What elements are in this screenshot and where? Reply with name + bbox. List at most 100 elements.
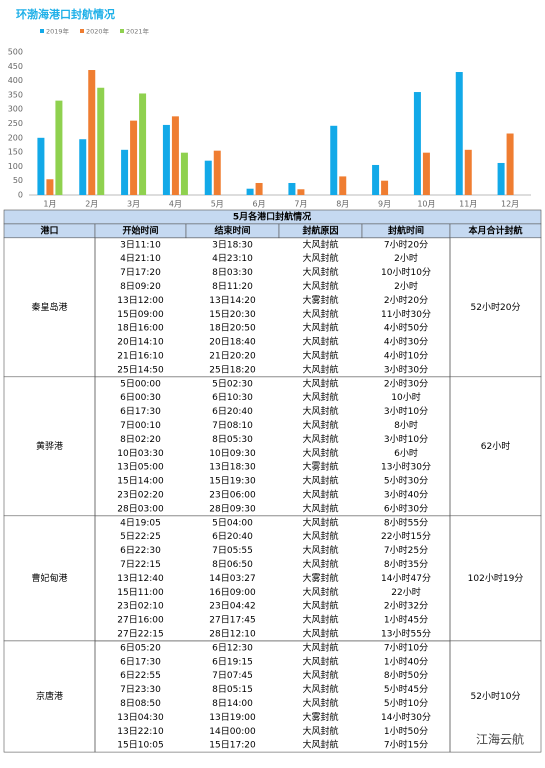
- table-cell: 13日22:10: [117, 726, 164, 737]
- table-cell: 28日12:10: [209, 628, 256, 639]
- y-tick-label: 150: [8, 148, 23, 157]
- table-cell: 4小时30分: [384, 336, 428, 348]
- table-cell: 大风封航: [302, 530, 338, 542]
- watermark: 江海云航: [476, 732, 524, 747]
- bar: [79, 139, 87, 195]
- table-cell: 23日02:20: [117, 489, 164, 500]
- bar: [372, 164, 380, 195]
- table-cell: 8小时35分: [384, 558, 428, 570]
- y-tick-label: 200: [8, 133, 23, 142]
- bar: [171, 116, 179, 195]
- chart-title: 环渤海港口封航情况: [16, 7, 115, 21]
- table-cell: 15日17:20: [209, 740, 256, 751]
- table-cell: 6日20:40: [212, 406, 253, 417]
- table-cell: 4小时10分: [384, 349, 428, 361]
- x-tick-label: 3月: [127, 200, 140, 209]
- table-cell: 8日02:20: [120, 434, 161, 445]
- bar: [97, 87, 105, 195]
- table-cell: 7日05:55: [212, 545, 253, 556]
- x-tick-label: 7月: [294, 200, 307, 209]
- table-cell: 大风封航: [302, 377, 338, 389]
- table-cell: 5小时30分: [384, 475, 428, 487]
- y-tick-label: 100: [8, 162, 23, 171]
- table-cell: 7小时25分: [384, 544, 428, 556]
- bar: [204, 160, 212, 195]
- table-cell: 大雾封航: [302, 711, 338, 723]
- port-cell: [3, 640, 96, 753]
- table-cell: 8日06:50: [212, 559, 253, 570]
- table-cell: 大风封航: [302, 238, 338, 250]
- port-name: 黄骅港: [36, 440, 63, 452]
- legend-swatch: [80, 29, 84, 33]
- table-cell: 20日18:40: [209, 337, 256, 348]
- table-cell: 1小时45分: [384, 614, 428, 626]
- table-cell: 大风封航: [302, 266, 338, 278]
- bar: [413, 92, 421, 195]
- table-cell: 大风封航: [302, 669, 338, 681]
- x-tick-label: 10月: [417, 200, 435, 209]
- y-tick-label: 400: [8, 76, 23, 85]
- table-cell: 23日02:10: [117, 601, 164, 612]
- table-cell: 13日19:00: [209, 712, 256, 723]
- table-cell: 22小时: [391, 586, 420, 598]
- bar: [37, 137, 45, 195]
- x-tick-label: 11月: [459, 200, 477, 209]
- table-cell: 大风封航: [302, 641, 338, 653]
- table-cell: 7日08:10: [212, 420, 253, 431]
- table-cell: 8日08:50: [120, 698, 161, 709]
- x-tick-label: 5月: [211, 200, 224, 209]
- port-cell: [3, 376, 96, 517]
- y-tick-label: 450: [8, 62, 23, 71]
- table-cell: 大风封航: [302, 280, 338, 292]
- table-cell: 6日22:30: [120, 545, 161, 556]
- table-cell: 28日03:00: [117, 503, 164, 514]
- x-tick-label: 9月: [378, 200, 391, 209]
- y-tick-label: 350: [8, 90, 23, 99]
- table-cell: 大风封航: [302, 627, 338, 639]
- table-cell: 18日20:50: [209, 323, 256, 334]
- table-cell: 8日14:00: [212, 698, 253, 709]
- port-total: 102小时19分: [468, 572, 524, 584]
- table-cell: 8小时55分: [384, 516, 428, 528]
- table-cell: 10小时10分: [381, 266, 431, 278]
- legend-swatch: [120, 29, 124, 33]
- legend-label: 2019年: [46, 27, 70, 36]
- y-tick-label: 500: [8, 48, 23, 57]
- table-cell: 10小时: [391, 391, 420, 403]
- bar: [455, 72, 463, 195]
- table-cell: 2小时32分: [384, 600, 428, 612]
- table-cell: 13日12:00: [117, 295, 164, 306]
- table-cell: 大雾封航: [302, 294, 338, 306]
- table-cell: 8小时: [394, 419, 418, 431]
- table-cell: 6日19:15: [212, 656, 253, 667]
- total-cell: [449, 640, 542, 753]
- port-name: 秦皇岛港: [31, 301, 67, 313]
- table-cell: 大风封航: [302, 419, 338, 431]
- table-cell: 21日20:20: [209, 350, 256, 361]
- table-cell: 大风封航: [302, 544, 338, 556]
- table-cell: 15日09:00: [117, 309, 164, 320]
- y-tick-label: 250: [8, 119, 23, 128]
- bar: [180, 152, 188, 195]
- table-cell: 20日14:10: [117, 337, 164, 348]
- x-tick-label: 1月: [43, 200, 56, 209]
- table-cell: 15日10:05: [117, 740, 163, 751]
- bar: [162, 124, 170, 195]
- table-cell: 23日04:42: [209, 601, 255, 612]
- table-cell: 15日20:30: [209, 309, 256, 320]
- table-cell: 7小时15分: [384, 739, 428, 751]
- table-cell: 3日18:30: [212, 239, 253, 250]
- table-cell: 13日05:00: [117, 462, 164, 473]
- table-cell: 11小时30分: [381, 308, 431, 320]
- table-cell: 5日04:00: [212, 517, 253, 528]
- table-cell: 大风封航: [302, 697, 338, 709]
- legend-label: 2021年: [126, 27, 150, 36]
- table-cell: 10日03:30: [117, 448, 164, 459]
- port-total: 62小时: [481, 440, 510, 452]
- table-cell: 7日07:45: [212, 670, 253, 681]
- bar: [381, 180, 389, 195]
- table-cell: 13日04:30: [117, 712, 164, 723]
- bar: [255, 182, 263, 195]
- table-cell: 大风封航: [302, 739, 338, 751]
- table-cell: 大风封航: [302, 363, 338, 375]
